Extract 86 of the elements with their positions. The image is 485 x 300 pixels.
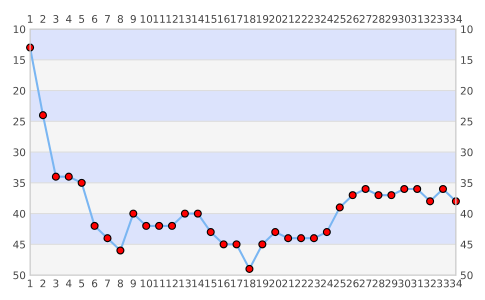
x2-tick-label: 17 [231,15,242,23]
x-tick-label: 27 [360,279,372,288]
x2-tick-label: 21 [282,15,294,23]
x2-tick-label: 2 [40,15,46,23]
x-tick-label: 29 [386,279,398,288]
x-tick-label: 28 [372,279,384,288]
x2-tick-label: 33 [437,15,449,23]
x2-tick-label: 6 [92,15,98,23]
y2-tick-label: 35 [460,179,472,187]
x-tick-label: 4 [66,280,72,288]
x-tick-label: 16 [218,279,230,288]
x2-tick-label: 26 [346,15,359,23]
y2-tick-label: 10 [461,25,473,34]
x-tick-label: 10 [140,279,152,288]
y2-tick-label: 30 [460,148,473,156]
y-tick-label: 15 [14,56,25,64]
x2-tick-label: 9 [130,15,136,23]
x2-tick-label: 7 [105,15,110,23]
x-tick-label: 13 [179,279,191,288]
x2-tick-label: 4 [66,15,72,23]
x2-tick-label: 19 [256,15,268,23]
x2-tick-label: 27 [360,15,372,23]
x-tick-label: 21 [282,279,294,288]
x-tick-label: 25 [334,279,346,288]
x-tick-label: 34 [450,279,462,288]
x-tick-label: 11 [154,280,165,288]
x2-tick-label: 24 [320,15,333,23]
x2-tick-label: 30 [398,15,410,23]
x2-tick-label: 25 [334,15,346,23]
y-tick-label: 30 [13,148,26,156]
x2-tick-label: 16 [218,15,230,23]
x-tick-label: 24 [320,279,333,288]
x-tick-label: 12 [166,279,178,288]
x2-tick-label: 28 [372,15,384,23]
y-tick-label: 40 [13,210,26,218]
x2-tick-label: 29 [386,15,398,23]
x-tick-label: 15 [205,280,216,288]
x2-tick-label: 13 [179,15,191,23]
y-tick-label: 50 [13,271,26,280]
x-tick-label: 8 [118,279,123,288]
x2-tick-label: 34 [450,15,462,23]
x2-tick-label: 1 [28,15,32,23]
y2-tick-label: 50 [460,271,473,280]
x2-tick-label: 10 [140,15,152,23]
x2-tick-label: 22 [295,15,307,23]
x-tick-label: 17 [231,280,242,288]
x2-tick-label: 23 [308,15,320,23]
x-tick-label: 20 [269,279,282,288]
x-tick-label: 26 [346,279,359,288]
x-tick-label: 30 [398,279,410,288]
x2-tick-label: 31 [411,15,423,23]
x-tick-label: 23 [308,279,320,288]
x2-tick-label: 32 [424,15,436,23]
y2-tick-label: 20 [460,86,473,95]
y-tick-label: 25 [13,118,25,126]
x-tick-label: 3 [53,279,58,288]
x-tick-label: 14 [192,280,204,288]
x-tick-label: 32 [424,279,436,288]
y-tick-label: 45 [13,240,25,248]
x-tick-label: 31 [411,279,423,288]
x2-tick-label: 3 [53,15,58,23]
y-tick-label: 20 [13,86,26,95]
y2-tick-label: 15 [461,56,472,64]
x-tick-label: 2 [40,279,46,288]
x-tick-label: 9 [130,279,136,288]
x-tick-label: 19 [256,279,268,288]
x-tick-label: 7 [105,280,110,288]
x-tick-label: 18 [244,279,256,288]
y2-tick-label: 40 [460,210,473,218]
x-tick-label: 33 [437,279,449,288]
x-tick-label: 6 [92,279,98,288]
x2-tick-label: 5 [79,15,84,23]
y2-tick-label: 45 [460,240,472,248]
y2-tick-label: 25 [460,118,472,126]
x2-tick-label: 8 [118,15,123,23]
x2-tick-label: 18 [244,15,256,23]
x2-tick-label: 20 [269,15,282,23]
x2-tick-label: 12 [166,15,178,23]
x2-tick-label: 15 [205,15,216,23]
x2-tick-label: 11 [154,15,165,23]
x-tick-label: 5 [79,280,84,288]
y-tick-label: 35 [13,179,25,187]
x-tick-label: 22 [295,279,307,288]
x2-tick-label: 14 [192,15,204,23]
x-tick-label: 1 [28,280,32,288]
y-tick-label: 10 [14,25,26,34]
